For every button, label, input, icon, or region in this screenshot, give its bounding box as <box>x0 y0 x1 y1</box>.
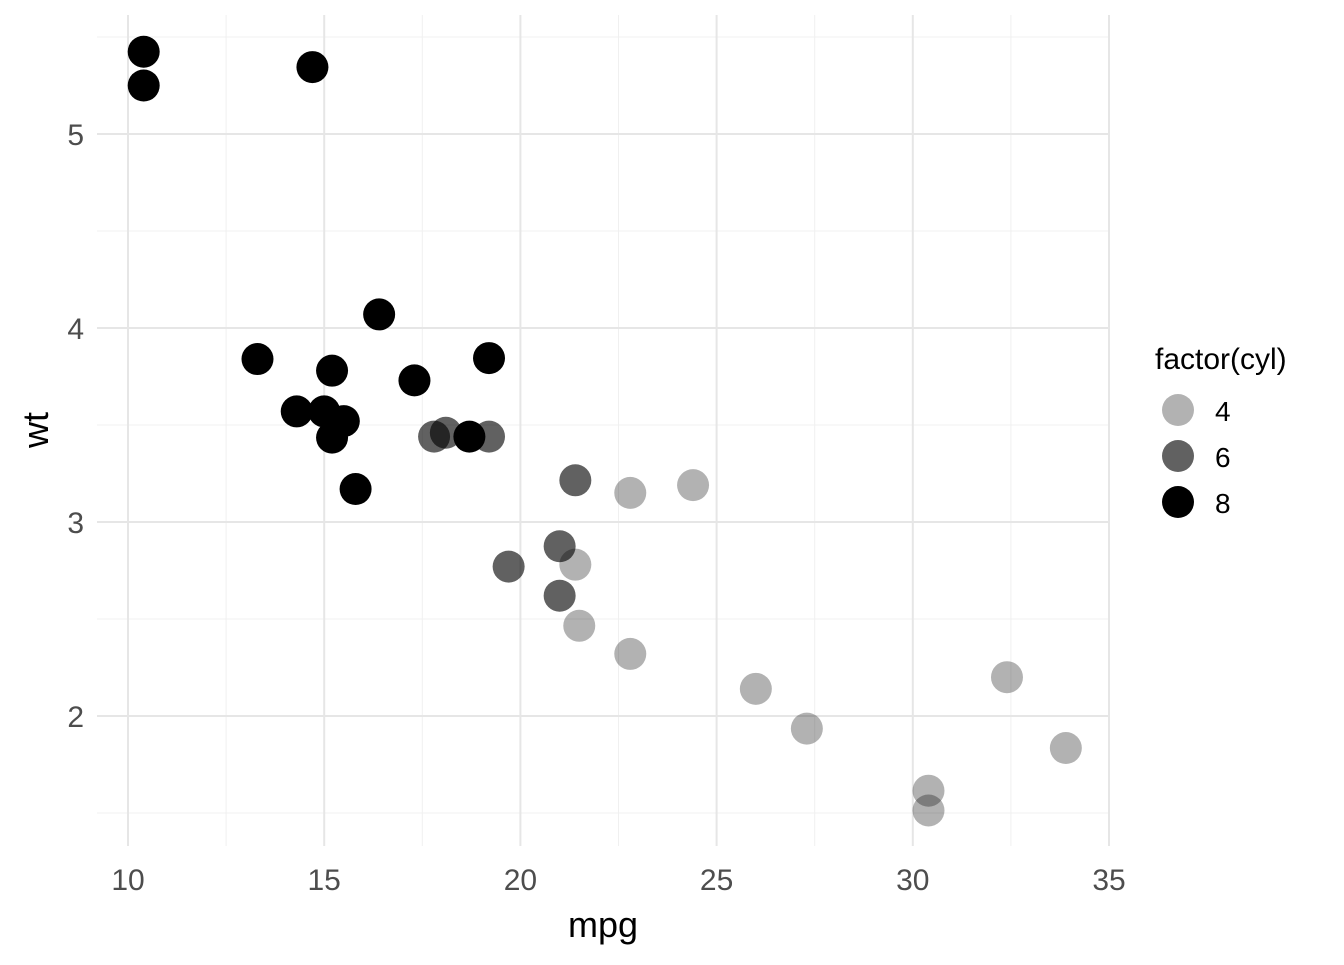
data-point-cyl-4 <box>563 609 596 642</box>
legend-title: factor(cyl) <box>1155 343 1287 376</box>
axis-ticks: 10 15 20 25 30 35 2 3 4 5 <box>67 119 1125 897</box>
x-tick-label: 30 <box>896 864 929 897</box>
data-point-cyl-6 <box>559 464 592 497</box>
data-point-cyl-8 <box>363 298 396 331</box>
data-point-cyl-8 <box>316 421 349 454</box>
y-tick-label: 2 <box>67 701 84 734</box>
data-point-cyl-8 <box>473 342 506 375</box>
data-point-cyl-4 <box>912 774 945 807</box>
data-point-cyl-4 <box>1049 732 1082 765</box>
data-point-cyl-6 <box>492 550 525 583</box>
data-point-cyl-8 <box>127 69 160 102</box>
data-point-cyl-4 <box>739 672 772 705</box>
data-point-cyl-8 <box>453 420 486 453</box>
data-point-cyl-6 <box>543 530 576 563</box>
data-point-cyl-8 <box>280 395 313 428</box>
legend-label-8: 8 <box>1215 488 1231 519</box>
data-point-cyl-8 <box>398 364 431 397</box>
data-point-cyl-8 <box>241 343 274 376</box>
legend-label-6: 6 <box>1215 442 1231 473</box>
legend: factor(cyl) 4 6 8 <box>1155 343 1287 519</box>
grid <box>97 15 1110 846</box>
points <box>127 35 1082 827</box>
data-point-cyl-8 <box>296 51 329 84</box>
data-point-cyl-4 <box>990 661 1023 694</box>
x-axis-label: mpg <box>568 904 638 945</box>
x-tick-label: 20 <box>504 864 537 897</box>
x-tick-label: 10 <box>111 864 144 897</box>
data-point-cyl-4 <box>912 794 945 827</box>
data-point-cyl-8 <box>127 35 160 68</box>
y-tick-label: 5 <box>67 119 84 152</box>
data-point-cyl-4 <box>614 637 647 670</box>
legend-key-8 <box>1162 486 1194 518</box>
x-tick-label: 35 <box>1092 864 1125 897</box>
legend-key-6 <box>1162 440 1194 472</box>
y-tick-label: 4 <box>67 313 84 346</box>
data-point-cyl-8 <box>339 473 372 506</box>
data-point-cyl-8 <box>308 395 341 428</box>
x-tick-label: 25 <box>700 864 733 897</box>
legend-key-4 <box>1162 394 1194 426</box>
data-point-cyl-8 <box>316 354 349 387</box>
legend-label-4: 4 <box>1215 396 1231 427</box>
x-tick-label: 15 <box>308 864 341 897</box>
data-point-cyl-4 <box>677 469 710 502</box>
y-axis-label: wt <box>15 412 56 449</box>
y-tick-label: 3 <box>67 507 84 540</box>
data-point-cyl-4 <box>790 712 823 745</box>
data-point-cyl-4 <box>614 476 647 509</box>
data-point-cyl-6 <box>543 579 576 612</box>
data-point-cyl-6 <box>418 420 451 453</box>
